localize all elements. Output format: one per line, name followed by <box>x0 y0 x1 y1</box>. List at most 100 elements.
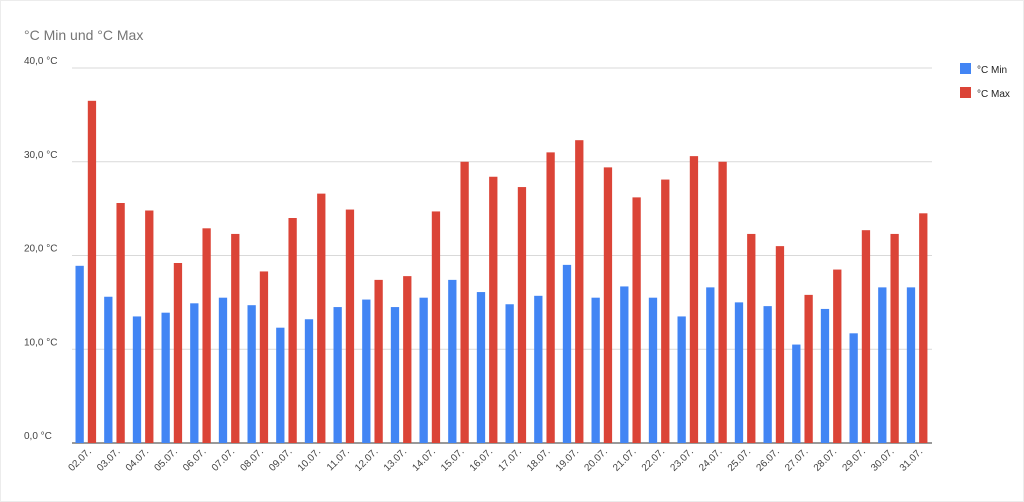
x-tick-label: 12.07. <box>353 446 380 473</box>
x-tick-label: 25.07. <box>726 446 753 473</box>
x-axis-ticks: 02.07. 03.07. 04.07. 05.07. 06.07. 07.07. 08.0… <box>66 446 925 473</box>
x-tick-label: 22.07. <box>640 446 667 473</box>
x-tick-label: 16.07. <box>468 446 495 473</box>
bar-max <box>546 152 555 443</box>
bar-min <box>190 303 199 443</box>
bar-max <box>890 233 899 443</box>
bar-max <box>919 213 928 443</box>
y-tick-label: 20,0 °C <box>24 244 57 255</box>
bar-min <box>75 265 84 443</box>
x-tick-label: 11.07. <box>325 446 352 473</box>
legend-swatch <box>960 63 971 74</box>
bar-min <box>849 333 858 443</box>
y-tick-label: 40,0 °C <box>24 56 57 67</box>
bar-min <box>104 296 113 443</box>
x-tick-label: 17.07. <box>496 446 523 473</box>
bar-max <box>603 167 613 443</box>
bar-max <box>661 179 670 443</box>
bar-min <box>333 307 342 443</box>
bar-max <box>747 233 756 443</box>
x-tick-label: 23.07. <box>668 446 695 473</box>
bar-max <box>575 140 584 443</box>
x-tick-label: 13.07. <box>382 446 409 473</box>
bar-min <box>706 287 715 443</box>
bar-min <box>562 264 572 443</box>
bar-max <box>517 187 527 443</box>
x-tick-label: 24.07. <box>697 446 724 473</box>
x-tick-label: 03.07. <box>95 446 122 473</box>
x-tick-label: 28.07. <box>812 446 839 473</box>
bar-min <box>362 299 371 443</box>
legend-label: °C Min <box>977 65 1007 76</box>
bar-min <box>304 319 314 443</box>
bar-min <box>677 316 686 443</box>
x-tick-label: 15.07. <box>439 446 466 473</box>
x-tick-label: 07.07. <box>210 446 237 473</box>
x-tick-label: 08.07. <box>238 446 265 473</box>
bar-max <box>231 233 240 443</box>
bar-max <box>775 246 785 443</box>
bar-min <box>419 297 428 443</box>
bar-min <box>906 287 916 443</box>
bar-min <box>591 297 600 443</box>
bar-min <box>820 308 830 443</box>
bar-min <box>878 287 887 443</box>
x-tick-label: 14.07. <box>410 446 437 473</box>
bars <box>75 100 928 443</box>
bar-max <box>489 176 498 443</box>
x-tick-label: 18.07. <box>525 446 552 473</box>
bar-min <box>247 305 256 443</box>
bar-min <box>648 297 658 443</box>
bar-max <box>804 294 813 443</box>
x-tick-label: 26.07. <box>754 446 781 473</box>
bar-max <box>145 210 154 443</box>
bar-min <box>620 286 629 443</box>
chart-title: °C Min und °C Max <box>24 27 144 43</box>
bar-min <box>763 306 772 443</box>
bar-max <box>87 100 97 443</box>
bar-max <box>861 230 871 443</box>
x-tick-label: 29.07. <box>840 446 867 473</box>
bar-max <box>345 209 355 443</box>
y-tick-label: 30,0 °C <box>24 150 57 161</box>
x-tick-label: 31.07. <box>898 446 925 473</box>
bar-max <box>403 276 412 443</box>
bar-max <box>173 263 183 443</box>
y-tick-label: 10,0 °C <box>24 337 57 348</box>
y-axis-ticks: 0,0 °C 10,0 °C 20,0 °C 30,0 °C 40,0 °C <box>24 56 57 442</box>
bar-max <box>460 161 469 443</box>
bar-min <box>276 327 285 443</box>
bar-min <box>476 292 486 443</box>
bar-min <box>161 312 170 443</box>
x-tick-label: 10.07. <box>296 446 323 473</box>
x-tick-label: 05.07. <box>152 446 179 473</box>
bar-max <box>374 279 383 443</box>
bar-max <box>833 269 842 443</box>
bar-max <box>689 156 699 443</box>
legend-label: °C Max <box>977 89 1010 100</box>
x-tick-label: 30.07. <box>869 446 896 473</box>
bar-min <box>792 344 801 443</box>
x-tick-label: 09.07. <box>267 446 294 473</box>
bar-min <box>448 279 457 443</box>
gridlines <box>72 67 932 444</box>
bar-max <box>431 211 441 443</box>
bar-max <box>259 271 269 443</box>
bar-max <box>288 218 297 443</box>
x-tick-label: 06.07. <box>181 446 208 473</box>
x-tick-label: 19.07. <box>554 446 581 473</box>
bar-min <box>390 307 400 443</box>
x-tick-label: 02.07. <box>66 446 93 473</box>
x-tick-label: 20.07. <box>582 446 609 473</box>
bar-min <box>505 304 514 443</box>
bar-min <box>734 302 744 443</box>
bar-min <box>218 297 228 443</box>
bar-min <box>132 316 142 443</box>
x-tick-label: 21.07. <box>611 446 638 473</box>
bar-max <box>718 161 727 443</box>
bar-min <box>534 295 543 443</box>
bar-max <box>317 193 326 443</box>
legend-swatch <box>960 87 971 98</box>
y-tick-label: 0,0 °C <box>24 431 52 442</box>
